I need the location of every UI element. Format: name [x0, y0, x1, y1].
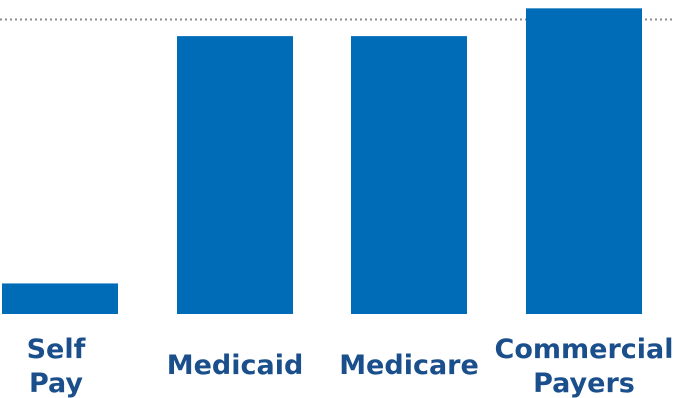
category-label-line: Self — [27, 334, 86, 365]
category-label-line: Medicaid — [167, 350, 304, 381]
category-label-line: Medicare — [339, 350, 479, 381]
bar-medicare — [351, 36, 467, 314]
category-label-line: Pay — [29, 368, 83, 398]
category-label-commercial-payers: Commercial Payers — [495, 334, 674, 398]
category-label-medicare: Medicare — [339, 350, 479, 381]
bar-self-pay — [2, 283, 118, 314]
category-label-self-pay: Self Pay — [27, 334, 86, 398]
category-label-line: Commercial — [495, 334, 674, 365]
category-label-line: Payers — [533, 368, 635, 398]
bar-medicaid — [177, 36, 293, 314]
bar-commercial-payers — [526, 8, 642, 315]
category-label-medicaid: Medicaid — [167, 350, 304, 381]
bars — [2, 8, 642, 315]
category-labels: Self Pay Medicaid Medicare Commercial Payers — [27, 334, 674, 398]
